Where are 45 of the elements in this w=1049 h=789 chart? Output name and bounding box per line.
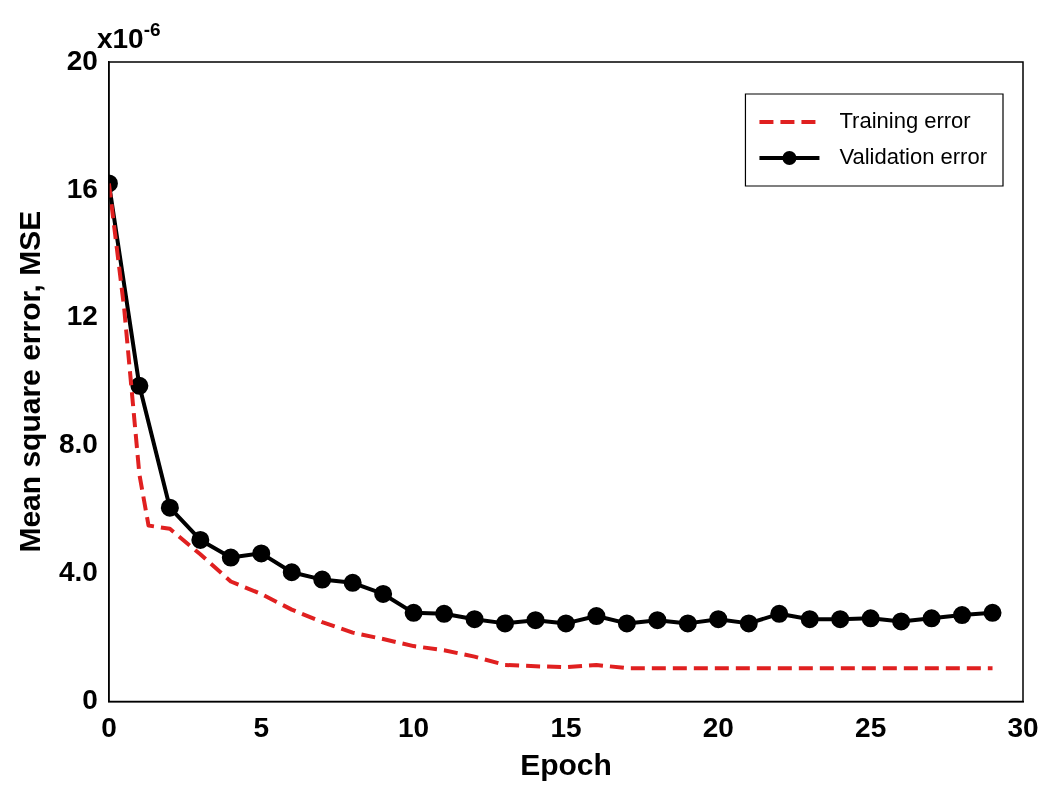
point (404, 603, 423, 622)
point (953, 606, 972, 625)
point (831, 610, 850, 629)
x-tick-label: 15 (550, 711, 582, 743)
point (221, 548, 240, 567)
point (648, 611, 667, 630)
point (191, 530, 210, 549)
point (892, 612, 911, 631)
point (374, 584, 393, 603)
point (130, 376, 149, 395)
point (770, 604, 789, 623)
x-tick-label: 5 (253, 711, 270, 743)
x-tick-label: 25 (855, 711, 887, 743)
point (160, 498, 179, 517)
point (526, 611, 545, 630)
y-tick-label: 20 (66, 44, 98, 76)
x-tick-label: 30 (1007, 711, 1039, 743)
legend-label: Training error (839, 108, 971, 134)
point (587, 607, 606, 626)
point (435, 604, 454, 623)
point (983, 603, 1002, 622)
point (800, 610, 819, 629)
y-tick-label: 0 (82, 684, 98, 716)
point (313, 570, 332, 589)
point (465, 610, 484, 629)
x-axis-title: Epoch (520, 748, 612, 782)
point (343, 573, 362, 592)
point (252, 544, 271, 563)
x-tick-label: 20 (702, 711, 734, 743)
point (709, 610, 728, 629)
y-axis-title: Mean square error, MSE (13, 210, 47, 553)
x-tick-label: 10 (398, 711, 430, 743)
point (282, 563, 301, 582)
point (922, 609, 941, 628)
point (739, 614, 758, 633)
y-tick-label: 16 (66, 172, 98, 204)
y-tick-label: 4.0 (58, 556, 98, 588)
legend-label: Validation error (839, 144, 988, 170)
y-tick-label: 8.0 (58, 428, 98, 460)
point (617, 614, 636, 633)
point (496, 614, 515, 633)
point (556, 614, 575, 633)
point (861, 609, 880, 628)
point (678, 614, 697, 633)
y-tick-label: 12 (66, 300, 98, 332)
